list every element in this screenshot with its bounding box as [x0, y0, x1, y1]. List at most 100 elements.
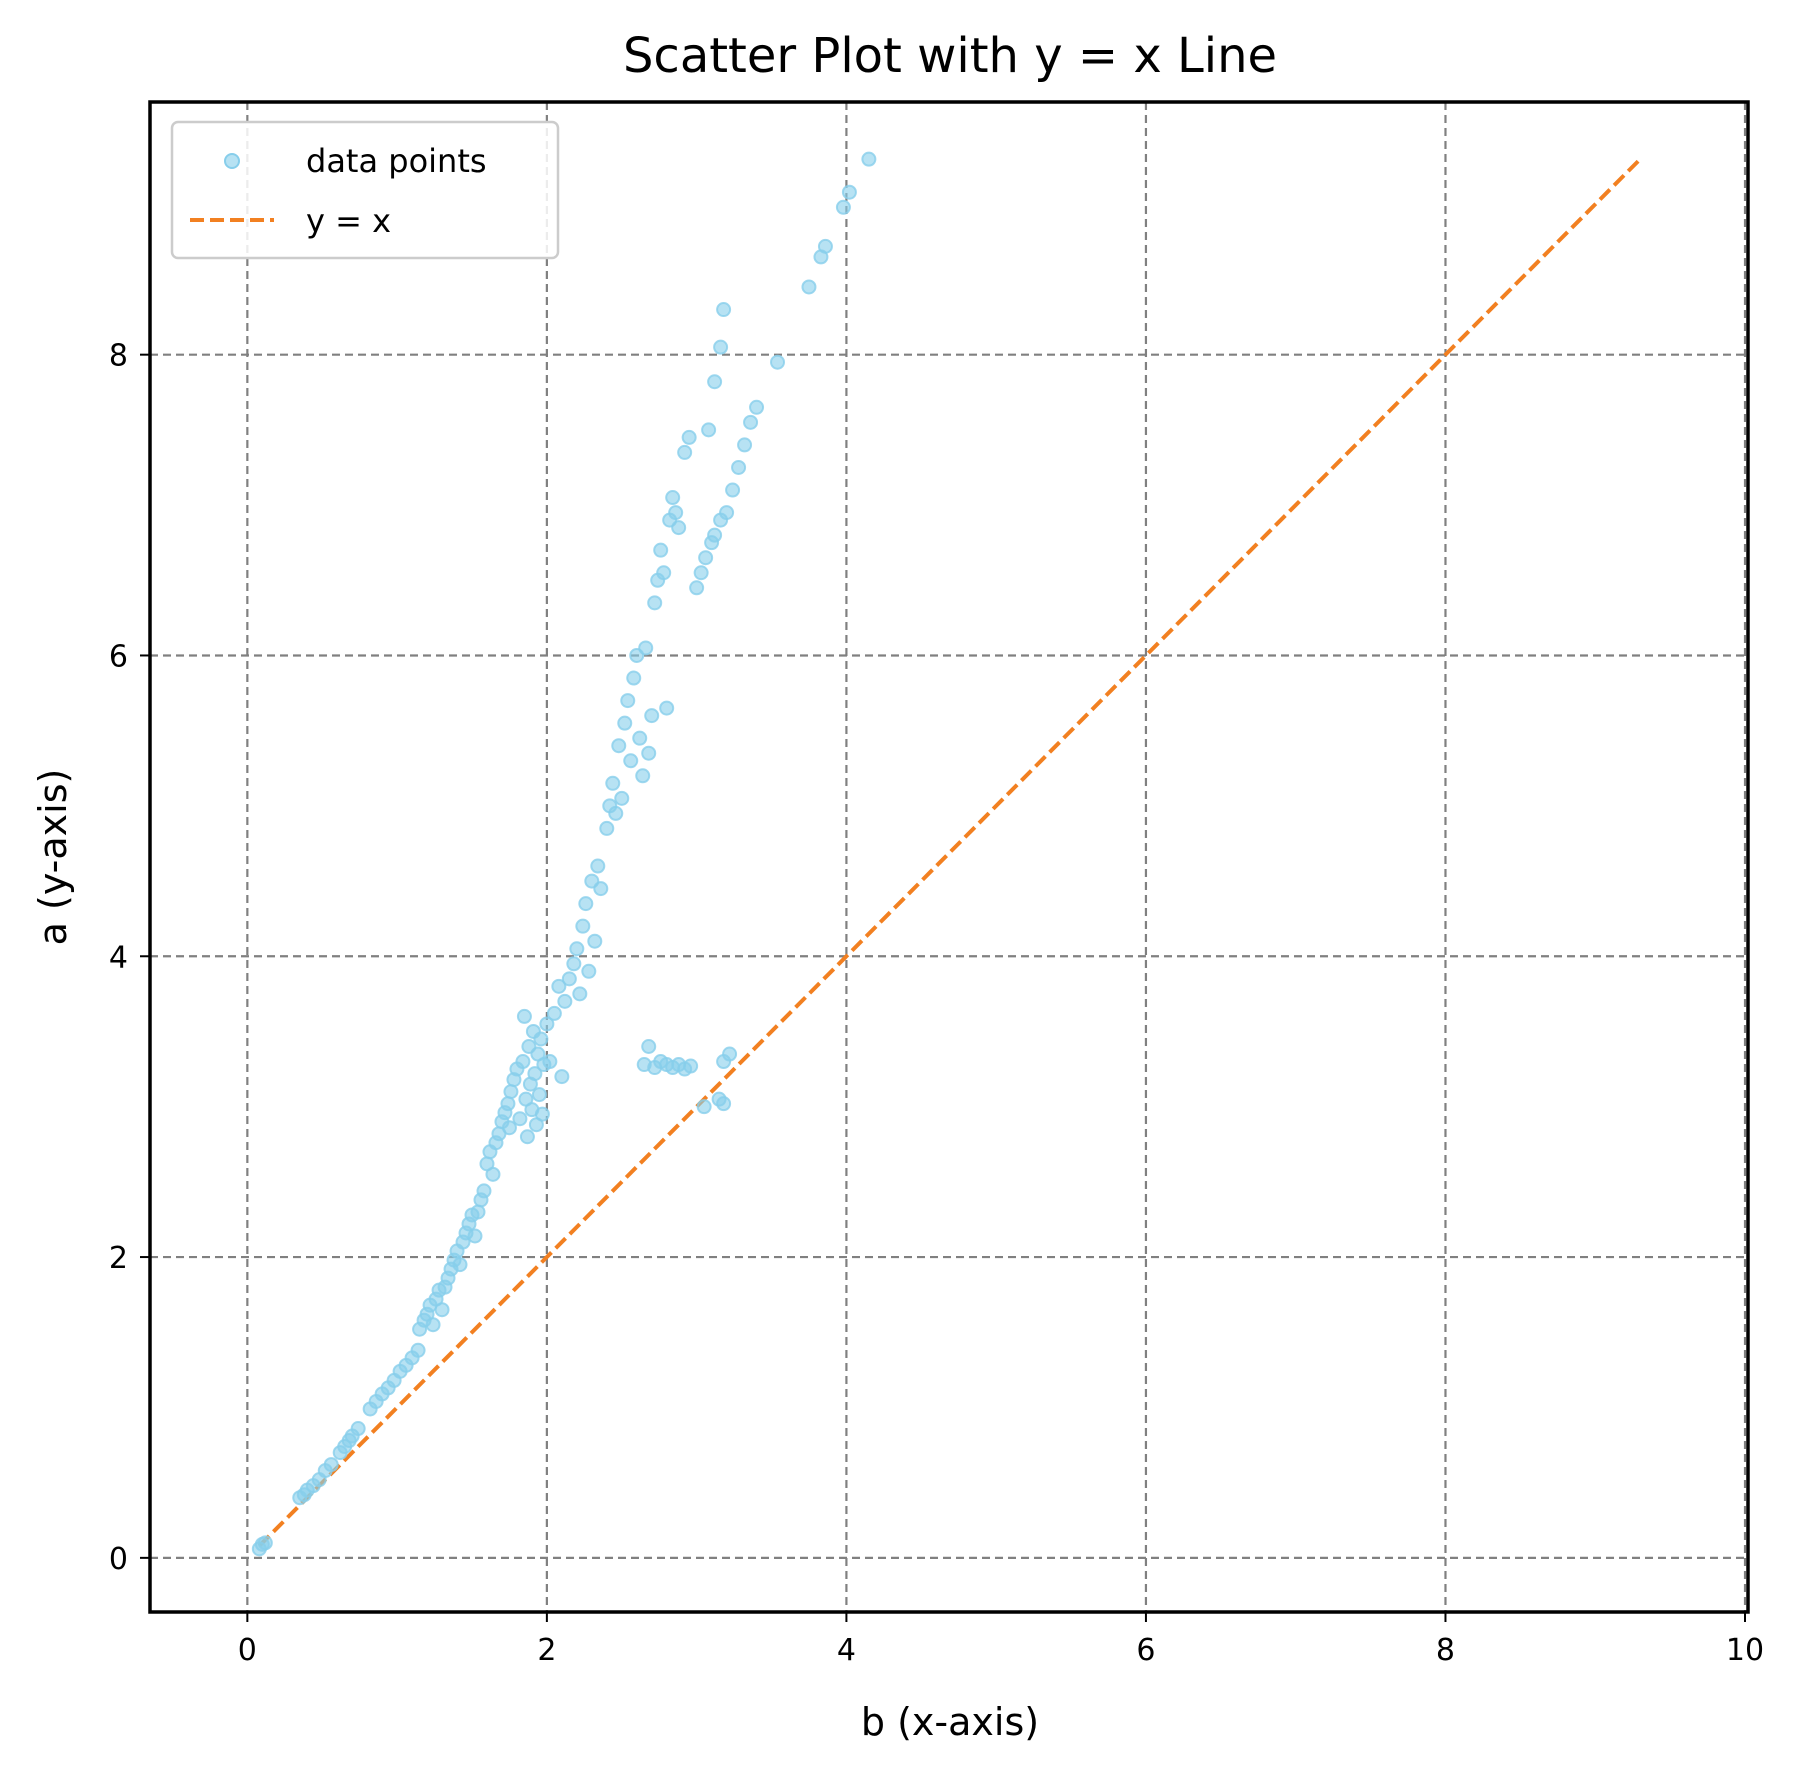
data-point: [516, 1008, 532, 1024]
data-point: [725, 482, 741, 498]
data-point: [566, 956, 582, 972]
data-point: [485, 1166, 501, 1182]
data-point: [578, 896, 594, 912]
data-point: [632, 730, 648, 746]
data-point: [515, 1054, 531, 1070]
data-point: [659, 700, 675, 716]
data-point: [626, 670, 642, 686]
data-point: [668, 505, 684, 521]
y-tick-label: 4: [109, 940, 128, 975]
data-point: [503, 1084, 519, 1100]
data-point: [677, 444, 693, 460]
data-point: [501, 1120, 517, 1136]
data-point: [841, 184, 857, 200]
data-point: [323, 1457, 339, 1473]
y-axis-label: a (y-axis): [31, 769, 75, 946]
y-tick-label: 0: [109, 1542, 128, 1577]
data-point: [817, 238, 833, 254]
x-tick-label: 2: [537, 1633, 556, 1668]
data-point: [470, 1204, 486, 1220]
legend-box: [170, 120, 560, 260]
data-point: [731, 459, 747, 475]
data-point: [743, 414, 759, 430]
data-point: [569, 941, 585, 957]
data-point: [698, 550, 714, 566]
data-point: [551, 978, 567, 994]
axis-ticks: [140, 353, 1747, 1622]
data-point: [476, 1183, 492, 1199]
data-point: [671, 520, 687, 536]
data-point: [599, 820, 615, 836]
grid-lines: [150, 102, 1748, 1612]
x-tick-label: 10: [1726, 1633, 1764, 1668]
data-point: [257, 1535, 273, 1551]
data-point: [546, 1005, 562, 1021]
reference-line: [257, 157, 1642, 1548]
data-point: [519, 1129, 535, 1145]
data-point: [434, 1302, 450, 1318]
data-point: [608, 805, 624, 821]
data-point: [410, 1342, 426, 1358]
data-point: [644, 708, 660, 724]
data-point: [452, 1257, 468, 1273]
data-point: [425, 1317, 441, 1333]
data-point: [722, 1046, 738, 1062]
data-point: [557, 993, 573, 1009]
data-point: [696, 1099, 712, 1115]
reference-line-series: [257, 157, 1642, 1548]
data-point: [635, 768, 651, 784]
data-point: [737, 437, 753, 453]
data-point: [614, 790, 630, 806]
data-point: [716, 302, 732, 318]
x-tick-label: 0: [238, 1633, 257, 1668]
legend-label-data-points: data points: [306, 142, 487, 180]
data-point: [665, 490, 681, 506]
data-point: [707, 527, 723, 543]
x-tick-label: 8: [1436, 1633, 1455, 1668]
data-point: [641, 1039, 657, 1055]
legend-label-reference-line: y = x: [306, 202, 391, 240]
data-point: [713, 339, 729, 355]
data-point: [512, 1111, 528, 1127]
data-point: [605, 775, 621, 791]
data-point: [611, 738, 627, 754]
data-point: [534, 1106, 550, 1122]
data-point: [527, 1066, 543, 1082]
data-point: [716, 1096, 732, 1112]
y-tick-label: 8: [109, 339, 128, 374]
data-point: [693, 565, 709, 581]
data-point: [500, 1096, 516, 1112]
data-point: [593, 881, 609, 897]
data-point: [590, 858, 606, 874]
data-point: [770, 354, 786, 370]
plot-frame: [148, 100, 1750, 1614]
data-point: [681, 429, 697, 445]
data-point: [653, 542, 669, 558]
data-point: [749, 399, 765, 415]
y-tick-label: 6: [109, 639, 128, 674]
data-point: [719, 505, 735, 521]
data-point: [638, 640, 654, 656]
legend-marker-data-points: [224, 153, 240, 169]
data-point: [542, 1054, 558, 1070]
data-point: [575, 918, 591, 934]
data-point: [587, 933, 603, 949]
legend: data points y = x: [170, 120, 560, 260]
data-point: [623, 753, 639, 769]
data-point: [581, 963, 597, 979]
data-point: [350, 1421, 366, 1437]
data-point: [656, 565, 672, 581]
data-point: [689, 580, 705, 596]
data-point: [554, 1069, 570, 1085]
data-point: [533, 1031, 549, 1047]
data-point: [683, 1058, 699, 1074]
data-point: [617, 715, 633, 731]
data-point: [801, 279, 817, 295]
data-point: [572, 986, 588, 1002]
chart-title: Scatter Plot with y = x Line: [623, 28, 1277, 84]
x-axis-label: b (x-axis): [861, 1700, 1039, 1744]
data-point: [647, 595, 663, 611]
data-point: [539, 1016, 555, 1032]
tick-labels: 0 2 4 6 8 10 0 2 4 6 8: [109, 339, 1764, 1668]
